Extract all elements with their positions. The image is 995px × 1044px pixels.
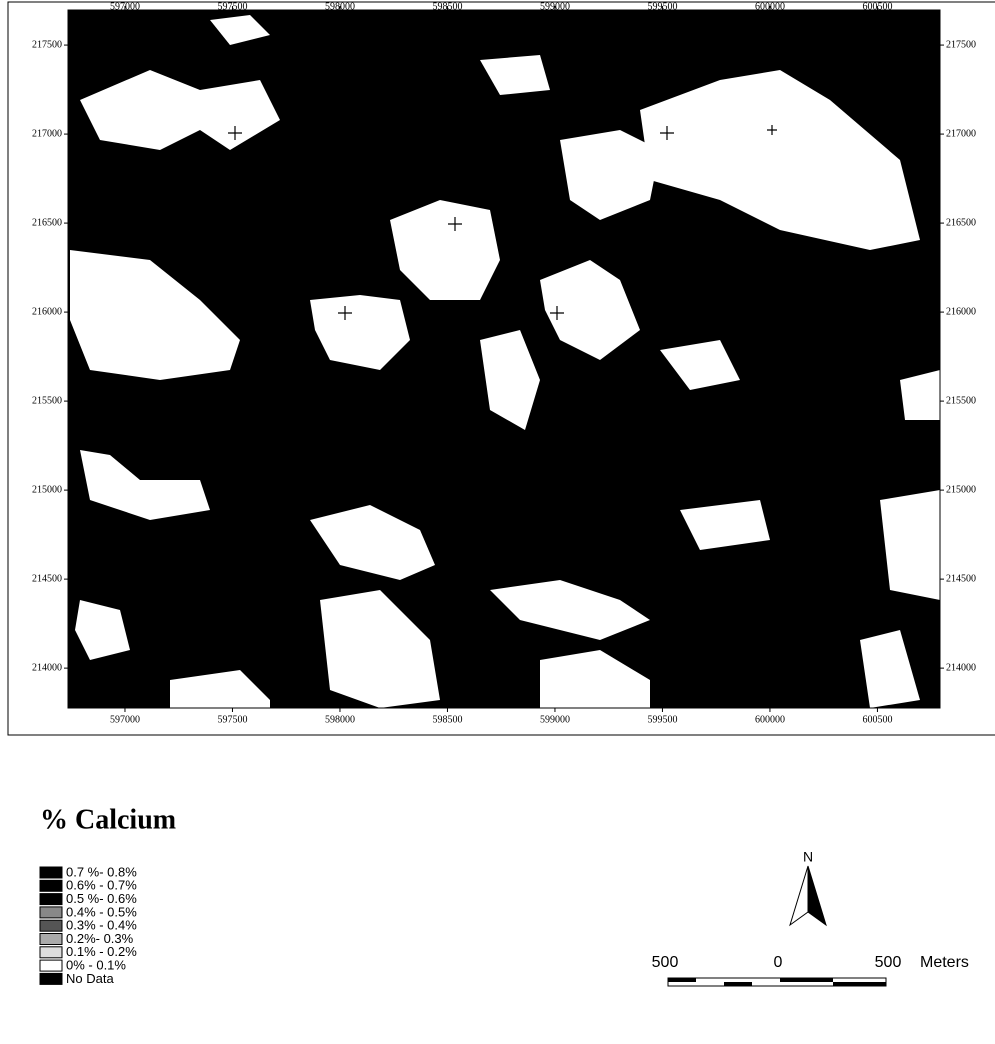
y-tick-label: 216000: [32, 306, 62, 317]
x-tick-label: 600500: [862, 1, 892, 12]
legend-swatch: [40, 920, 62, 931]
north-arrow-left: [790, 866, 808, 925]
y-tick-label: 217000: [32, 128, 62, 139]
legend: 0.7 %- 0.8%0.6% - 0.7%0.5 %- 0.6%0.4% - …: [40, 864, 137, 985]
north-arrow-right: [808, 866, 826, 925]
legend-swatch: [40, 934, 62, 945]
y-tick-label: 215000: [946, 484, 976, 495]
y-tick-label: 215000: [32, 484, 62, 495]
x-tick-label: 598000: [325, 1, 355, 12]
x-tick-label: 597000: [110, 1, 140, 12]
north-label: N: [803, 849, 813, 865]
x-tick-label: 600000: [755, 1, 785, 12]
x-tick-label: 597000: [110, 714, 140, 725]
legend-swatch: [40, 880, 62, 891]
y-tick-label: 217500: [946, 39, 976, 50]
legend-swatch: [40, 907, 62, 918]
x-tick-label: 599500: [647, 714, 677, 725]
scale-label: 0: [774, 954, 783, 971]
y-tick-label: 216500: [946, 217, 976, 228]
legend-swatch: [40, 973, 62, 984]
legend-swatch: [40, 947, 62, 958]
x-tick-label: 600000: [755, 714, 785, 725]
y-tick-label: 214500: [946, 573, 976, 584]
legend-swatch: [40, 894, 62, 905]
legend-swatch: [40, 867, 62, 878]
legend-swatch: [40, 960, 62, 971]
y-tick-label: 214000: [32, 662, 62, 673]
map-figure: 597000 597000 597500 597500 598000 598000 5985…: [0, 0, 995, 1044]
scale-unit: Meters: [920, 954, 969, 971]
x-tick-label: 597500: [217, 1, 247, 12]
legend-label: No Data: [66, 971, 114, 986]
map-page: 597000 597000 597500 597500 598000 598000 5985…: [0, 0, 995, 1044]
x-tick-label: 599000: [540, 1, 570, 12]
y-tick-label: 215500: [32, 395, 62, 406]
x-tick-label: 599500: [647, 1, 677, 12]
scale-label: 500: [875, 954, 902, 971]
scale-label: 500: [652, 954, 679, 971]
scale-bar: 500 0 500 Meters: [652, 954, 969, 986]
x-tick-label: 599000: [540, 714, 570, 725]
x-tick-label: 598500: [432, 714, 462, 725]
y-tick-label: 216000: [946, 306, 976, 317]
x-tick-label: 598000: [325, 714, 355, 725]
x-tick-label: 600500: [862, 714, 892, 725]
y-tick-label: 216500: [32, 217, 62, 228]
y-tick-label: 217000: [946, 128, 976, 139]
x-tick-label: 598500: [432, 1, 462, 12]
legend-title: % Calcium: [40, 804, 176, 835]
y-tick-label: 217500: [32, 39, 62, 50]
north-arrow: N: [790, 849, 826, 925]
y-tick-label: 214500: [32, 573, 62, 584]
x-tick-label: 597500: [217, 714, 247, 725]
y-tick-label: 215500: [946, 395, 976, 406]
y-tick-label: 214000: [946, 662, 976, 673]
